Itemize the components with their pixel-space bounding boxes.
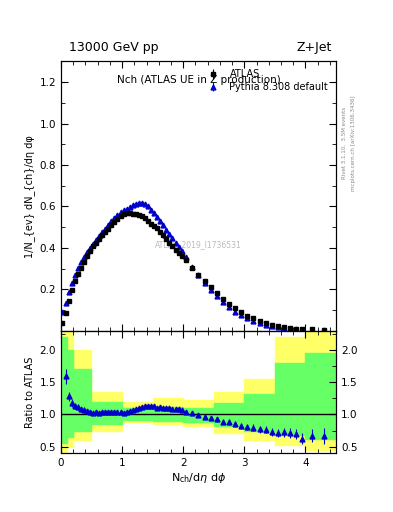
Text: Z+Jet: Z+Jet <box>297 41 332 54</box>
Y-axis label: 1/N_{ev} dN_{ch}/dη dφ: 1/N_{ev} dN_{ch}/dη dφ <box>24 135 35 258</box>
Text: ATLAS_2019_I1736531: ATLAS_2019_I1736531 <box>155 240 242 249</box>
Text: Rivet 3.1.10,  3.5M events: Rivet 3.1.10, 3.5M events <box>342 108 347 179</box>
X-axis label: N$_{\rm ch}$/d$\eta$ d$\phi$: N$_{\rm ch}$/d$\eta$ d$\phi$ <box>171 471 226 485</box>
Text: 13000 GeV pp: 13000 GeV pp <box>69 41 158 54</box>
Text: mcplots.cern.ch [arXiv:1306.3436]: mcplots.cern.ch [arXiv:1306.3436] <box>351 96 356 191</box>
Text: Nch (ATLAS UE in Z production): Nch (ATLAS UE in Z production) <box>117 75 280 85</box>
Legend: ATLAS, Pythia 8.308 default: ATLAS, Pythia 8.308 default <box>201 66 331 95</box>
Y-axis label: Ratio to ATLAS: Ratio to ATLAS <box>25 356 35 428</box>
